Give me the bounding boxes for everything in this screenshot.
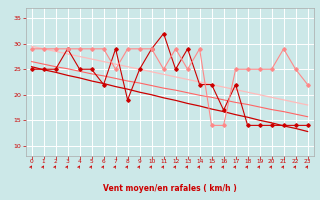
X-axis label: Vent moyen/en rafales ( km/h ): Vent moyen/en rafales ( km/h ) bbox=[103, 184, 236, 193]
